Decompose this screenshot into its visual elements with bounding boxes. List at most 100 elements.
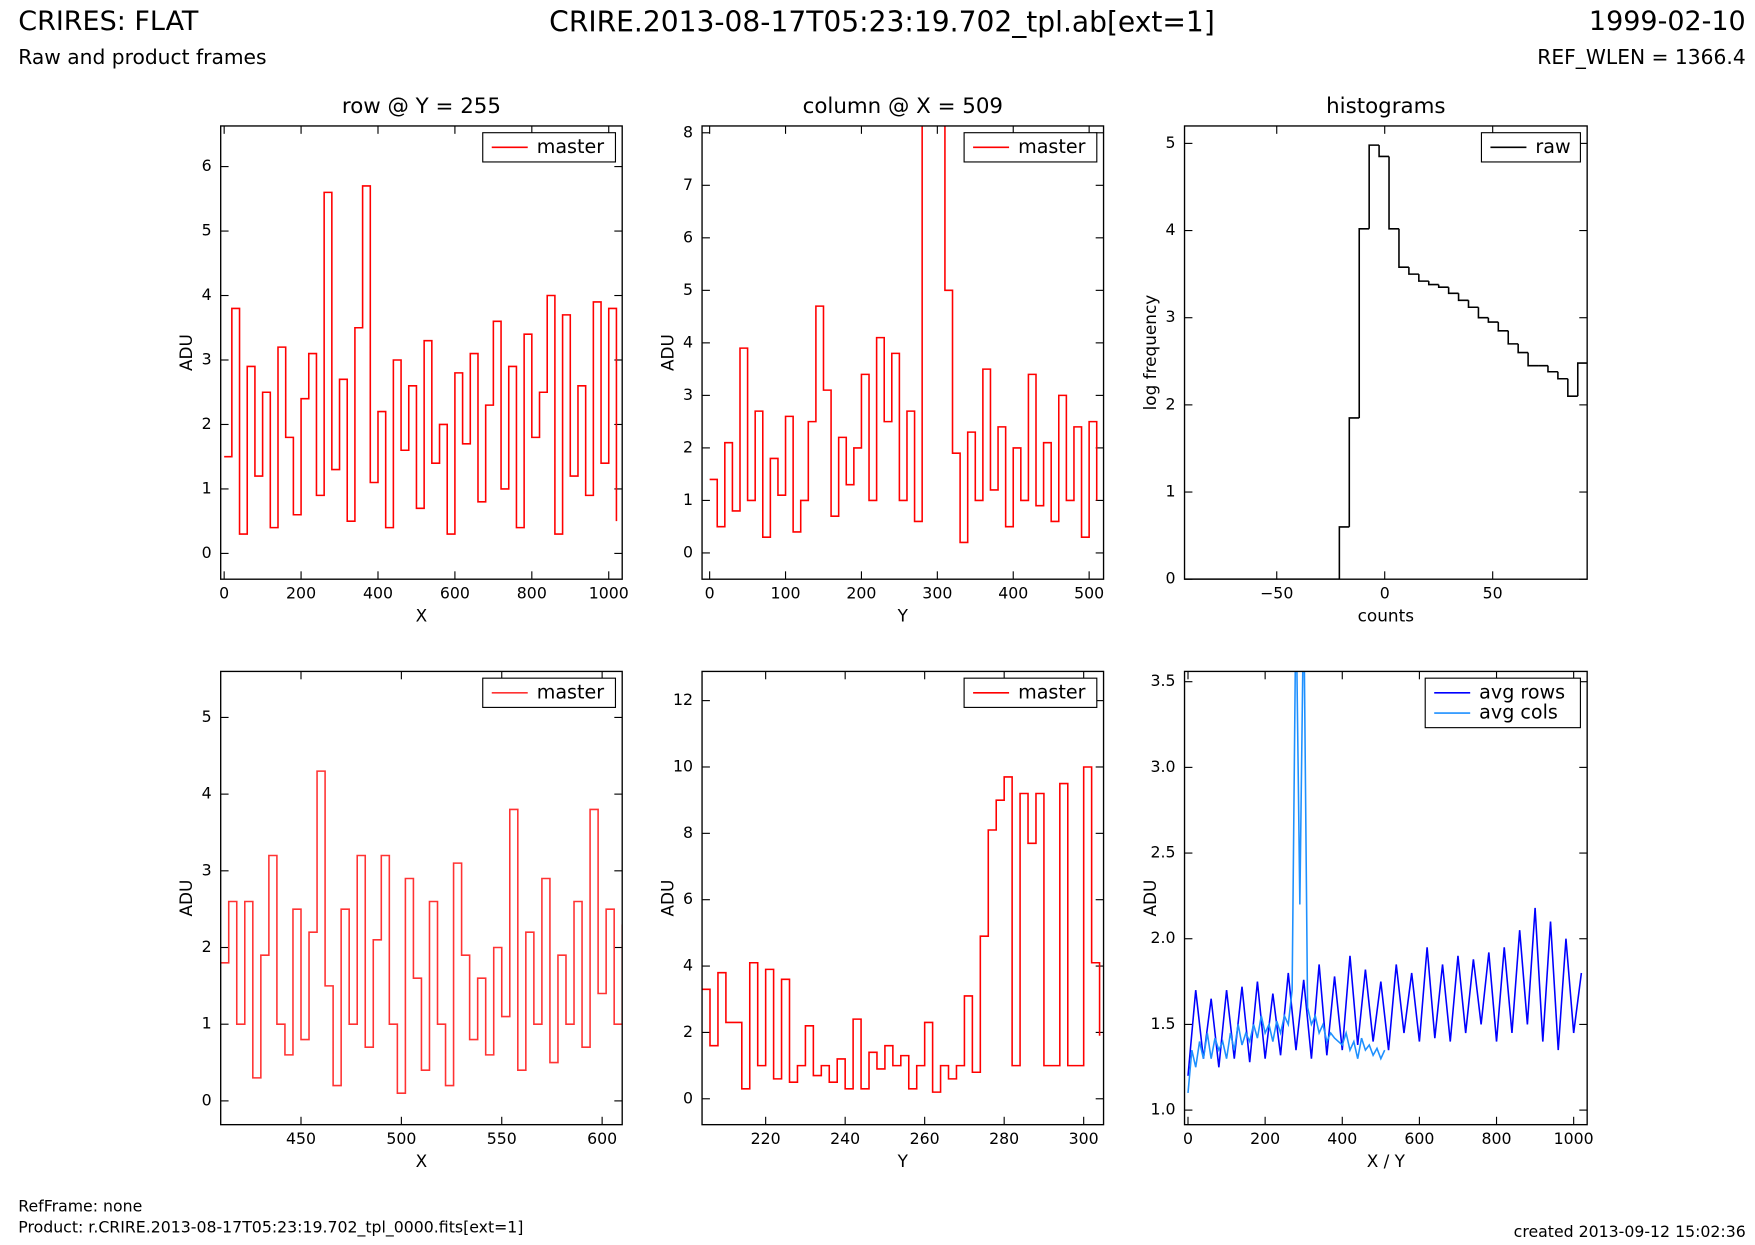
y-tick-label: 3 xyxy=(202,349,212,368)
x-tick-label: 300 xyxy=(922,583,952,602)
product: Product: r.CRIRE.2013-08-17T05:23:19.702… xyxy=(18,1218,523,1238)
x-tick-label: 200 xyxy=(286,583,316,602)
x-axis-label: X xyxy=(416,1151,428,1171)
y-axis-label: ADU xyxy=(657,334,677,371)
x-tick-label: 500 xyxy=(1074,583,1104,602)
x-axis-label: Y xyxy=(897,1151,909,1171)
date: 1999-02-10 xyxy=(1589,6,1746,37)
panel-title: histograms xyxy=(1326,94,1445,119)
axes-frame xyxy=(220,125,623,580)
panel: histograms counts log frequency −50 0 50 0 1 2 3 4… xyxy=(1140,94,1588,625)
histogram-bin xyxy=(1447,287,1459,295)
y-tick-label: 2.5 xyxy=(1151,843,1176,862)
legend-label: avg rows xyxy=(1479,680,1565,703)
ref-frame: RefFrame: none xyxy=(18,1196,142,1215)
x-axis-label: counts xyxy=(1358,605,1414,625)
legend-box xyxy=(482,132,617,163)
x-tick-label: 450 xyxy=(286,1129,316,1148)
y-tick-label: 1 xyxy=(683,490,693,509)
x-tick-label: 400 xyxy=(998,583,1028,602)
y-tick-label: 4 xyxy=(202,285,212,304)
y-tick-label: 3 xyxy=(202,860,212,879)
panel: X / Y ADU 0 200 400 600 800 1000 1.0 1.5 2.0 2.5 3.0… xyxy=(1140,670,1594,1171)
series-line xyxy=(1187,907,1583,1076)
series-line xyxy=(702,766,1101,1093)
plot-area xyxy=(220,770,623,1095)
histogram-bin xyxy=(1547,365,1558,373)
histogram-bin xyxy=(1517,343,1529,354)
histogram-bin xyxy=(1576,362,1588,397)
y-tick-label: 1.5 xyxy=(1151,1014,1176,1033)
x-tick-label: 260 xyxy=(910,1129,940,1148)
y-tick-label: 3 xyxy=(1166,307,1176,326)
y-tick-label: 3.0 xyxy=(1151,757,1176,776)
y-axis-label: log frequency xyxy=(1140,295,1160,411)
y-tick-label: 8 xyxy=(683,823,693,842)
x-tick-label: 400 xyxy=(363,583,393,602)
histogram-bin xyxy=(1358,228,1370,418)
x-tick-label: 600 xyxy=(440,583,470,602)
x-tick-label: 50 xyxy=(1483,583,1503,602)
axes-frame xyxy=(220,670,623,1126)
series-line xyxy=(709,125,1098,544)
histogram-bin xyxy=(1457,293,1469,302)
series-line xyxy=(220,770,623,1095)
ref-wlen: REF_WLEN = 1366.4 xyxy=(1537,45,1745,69)
panel-title: column @ X = 509 xyxy=(803,94,1003,119)
x-tick-label: 280 xyxy=(989,1129,1019,1148)
x-axis-label: X / Y xyxy=(1367,1151,1406,1171)
legend-label: raw xyxy=(1535,135,1570,158)
x-tick-label: 0 xyxy=(705,583,715,602)
legend-label: master xyxy=(537,680,605,703)
y-tick-label: 0 xyxy=(202,1090,212,1109)
y-tick-label: 5 xyxy=(683,280,693,299)
y-tick-label: 7 xyxy=(683,175,693,194)
legend-label: avg cols xyxy=(1479,701,1558,724)
y-tick-label: 4 xyxy=(1166,220,1176,239)
y-tick-label: 0 xyxy=(202,543,212,562)
y-tick-label: 8 xyxy=(683,122,693,141)
created: created 2013-09-12 15:02:36 xyxy=(1514,1222,1746,1241)
y-tick-label: 4 xyxy=(683,956,693,975)
histogram-bin xyxy=(1497,322,1509,332)
y-tick-label: 10 xyxy=(673,756,693,775)
y-tick-label: 2 xyxy=(202,414,212,433)
y-tick-label: 5 xyxy=(202,221,212,240)
y-tick-label: 6 xyxy=(683,889,693,908)
y-tick-label: 0 xyxy=(1166,569,1176,588)
y-tick-label: 2 xyxy=(683,437,693,456)
histogram-bin xyxy=(1557,371,1568,380)
series-line xyxy=(1187,671,1386,1094)
x-tick-label: 300 xyxy=(1069,1129,1099,1148)
y-tick-label: 2.0 xyxy=(1151,928,1176,947)
x-tick-label: 240 xyxy=(830,1129,860,1148)
x-tick-label: 550 xyxy=(487,1129,517,1148)
plot-area xyxy=(702,766,1101,1093)
histogram-bin xyxy=(1348,417,1360,527)
legend-label: master xyxy=(1018,135,1086,158)
figure-title: CRIRES: FLAT xyxy=(18,6,199,37)
x-axis-label: Y xyxy=(897,605,909,625)
y-tick-label: 0 xyxy=(683,542,693,561)
x-tick-label: 1000 xyxy=(1554,1129,1594,1148)
histogram-bin xyxy=(1427,281,1439,286)
x-tick-label: 220 xyxy=(751,1129,781,1148)
y-tick-label: 5 xyxy=(1166,133,1176,152)
panel: row @ Y = 255 X ADU 0 200 400 600 800 1000 0 1 2 3 4 5… xyxy=(176,94,629,625)
panel: column @ X = 509 Y ADU 0 100 200 300 400 500 0 1 2 3… xyxy=(657,94,1105,625)
x-tick-label: 200 xyxy=(846,583,876,602)
y-axis-label: ADU xyxy=(176,334,196,371)
plot-area xyxy=(1187,671,1583,1094)
file-name: CRIRE.2013-08-17T05:23:19.702_tpl.ab[ext… xyxy=(549,6,1215,39)
x-tick-label: 800 xyxy=(1482,1129,1512,1148)
panel-title: row @ Y = 255 xyxy=(342,94,501,119)
histogram-bin xyxy=(1408,267,1419,275)
axes-frame xyxy=(701,125,1105,580)
histogram-bin xyxy=(1567,378,1578,397)
axes-frame xyxy=(701,670,1105,1126)
y-tick-label: 2 xyxy=(202,937,212,956)
y-axis-label: ADU xyxy=(1140,880,1160,917)
histogram-bin xyxy=(1388,156,1399,230)
legend-box xyxy=(1424,677,1581,729)
